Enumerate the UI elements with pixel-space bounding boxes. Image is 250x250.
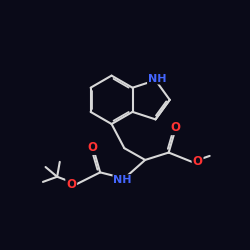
Text: NH: NH bbox=[148, 74, 167, 84]
Text: O: O bbox=[66, 178, 76, 191]
Text: NH: NH bbox=[114, 175, 132, 185]
Text: O: O bbox=[170, 121, 180, 134]
Text: O: O bbox=[192, 155, 202, 168]
Text: O: O bbox=[88, 141, 98, 154]
